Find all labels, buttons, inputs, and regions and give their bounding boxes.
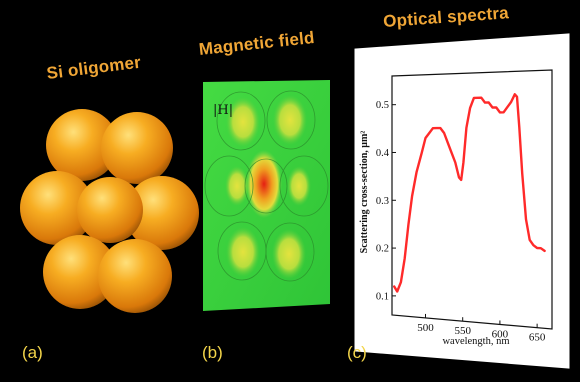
field-magnitude-symbol: |H|	[213, 103, 233, 118]
scattering-series-line	[393, 93, 546, 293]
sphere-middle-left	[20, 171, 94, 245]
plot-area	[391, 69, 553, 330]
y-tick-label: 0.5	[376, 100, 389, 111]
y-tick-label: 0.3	[376, 196, 389, 207]
field-lobe	[226, 97, 260, 147]
sphere-middle-right	[125, 176, 199, 250]
field-lobe	[287, 166, 311, 206]
panel-label-a: (a)	[22, 343, 43, 362]
field-lobe	[273, 95, 307, 145]
sphere-outlines	[204, 90, 329, 282]
x-tick-group: 500 550 600 650	[417, 313, 546, 344]
x-tick-label: 650	[529, 332, 546, 344]
sphere-bottom-right	[98, 239, 172, 313]
y-tick-group: 0.1 0.2 0.3 0.4 0.5	[376, 100, 396, 302]
spectrum-chart: 500 550 600 650 0.1 0.2 0.3 0.4 0.5 wavelength,…	[354, 33, 570, 369]
panel-label-c: (c)	[347, 343, 367, 362]
si-oligomer	[20, 109, 199, 313]
x-tick-label: 550	[454, 325, 471, 337]
sphere-top-left	[46, 109, 118, 181]
x-axis-label: wavelength, nm	[442, 336, 509, 347]
y-tick-label: 0.2	[376, 244, 389, 255]
field-hotspot	[246, 150, 282, 218]
y-tick-label: 0.4	[376, 148, 390, 159]
x-tick-label: 600	[492, 328, 509, 340]
y-tick-label: 0.1	[376, 291, 389, 302]
magnetic-field-map: |H|	[203, 80, 330, 311]
panel-label-b: (b)	[202, 343, 223, 362]
field-lobe	[225, 166, 249, 206]
sphere-bottom-left	[43, 235, 117, 309]
sphere-top-right	[101, 112, 173, 184]
x-tick-label: 500	[417, 322, 434, 334]
y-axis-label: Scattering cross-section, μm²	[359, 131, 370, 254]
field-lobe	[272, 229, 306, 279]
field-lobe	[226, 227, 260, 277]
sphere-center	[77, 177, 143, 243]
